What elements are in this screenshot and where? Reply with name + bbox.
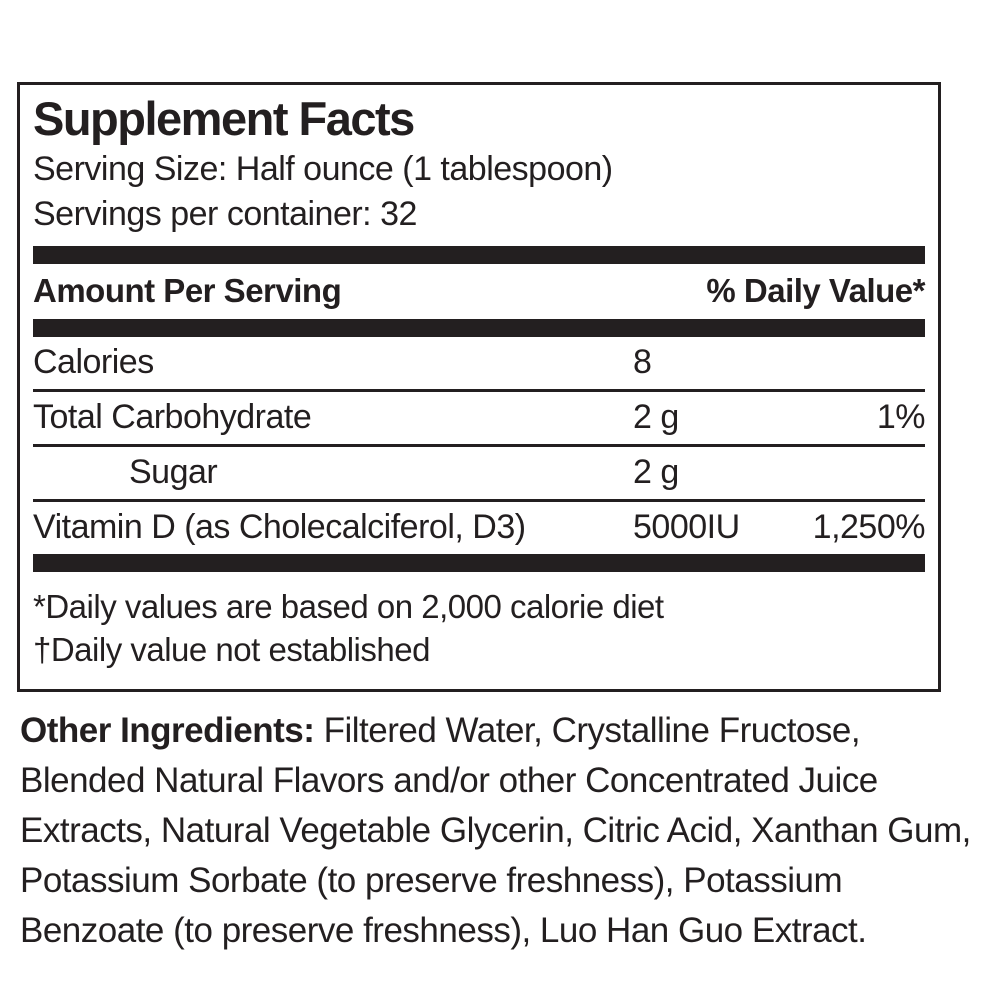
table-row-total-carbohydrate: Total Carbohydrate 2 g 1% (33, 392, 926, 447)
footnotes: *Daily values are based on 2,000 calorie… (33, 585, 925, 671)
other-ingredients-heading: Other Ingredients: (20, 711, 315, 750)
divider-bar-top (33, 246, 925, 264)
serving-size: Serving Size: Half ounce (1 tablespoon) (33, 150, 613, 188)
other-ingredients-paragraph: Other Ingredients: Filtered Water, Cryst… (20, 706, 988, 956)
nutrient-amount: 5000IU (633, 508, 740, 546)
nutrient-daily-value: 1% (876, 398, 926, 436)
footnote-not-established: †Daily value not established (33, 631, 430, 668)
column-header-row: Amount Per Serving % Daily Value* (33, 264, 925, 319)
supplement-facts-panel: Supplement Facts Serving Size: Half ounc… (17, 82, 941, 692)
amount-per-serving-header: Amount Per Serving (33, 272, 342, 309)
table-row-vitamin-d: Vitamin D (as Cholecalciferol, D3) 5000I… (33, 502, 926, 554)
nutrient-name: Sugar (129, 453, 218, 491)
footnote-daily-values: *Daily values are based on 2,000 calorie… (33, 588, 664, 625)
nutrient-name: Total Carbohydrate (33, 398, 312, 436)
table-row-calories: Calories 8 (33, 337, 925, 392)
nutrient-amount: 2 g (633, 453, 679, 491)
servings-per-container: Servings per container: 32 (33, 195, 417, 233)
nutrient-daily-value: 1,250% (812, 508, 926, 546)
panel-title: Supplement Facts (33, 92, 415, 145)
daily-value-header: % Daily Value* (706, 272, 925, 309)
divider-bar-bottom (33, 554, 925, 572)
nutrient-name: Calories (33, 343, 154, 381)
nutrient-amount: 2 g (633, 398, 679, 436)
nutrient-name: Vitamin D (as Cholecalciferol, D3) (33, 508, 526, 546)
divider-bar-middle (33, 319, 925, 337)
table-row-sugar: Sugar 2 g (33, 447, 925, 502)
nutrient-amount: 8 (633, 343, 652, 381)
other-ingredients-text: Filtered Water, Crystalline Fructose, Bl… (20, 711, 971, 950)
